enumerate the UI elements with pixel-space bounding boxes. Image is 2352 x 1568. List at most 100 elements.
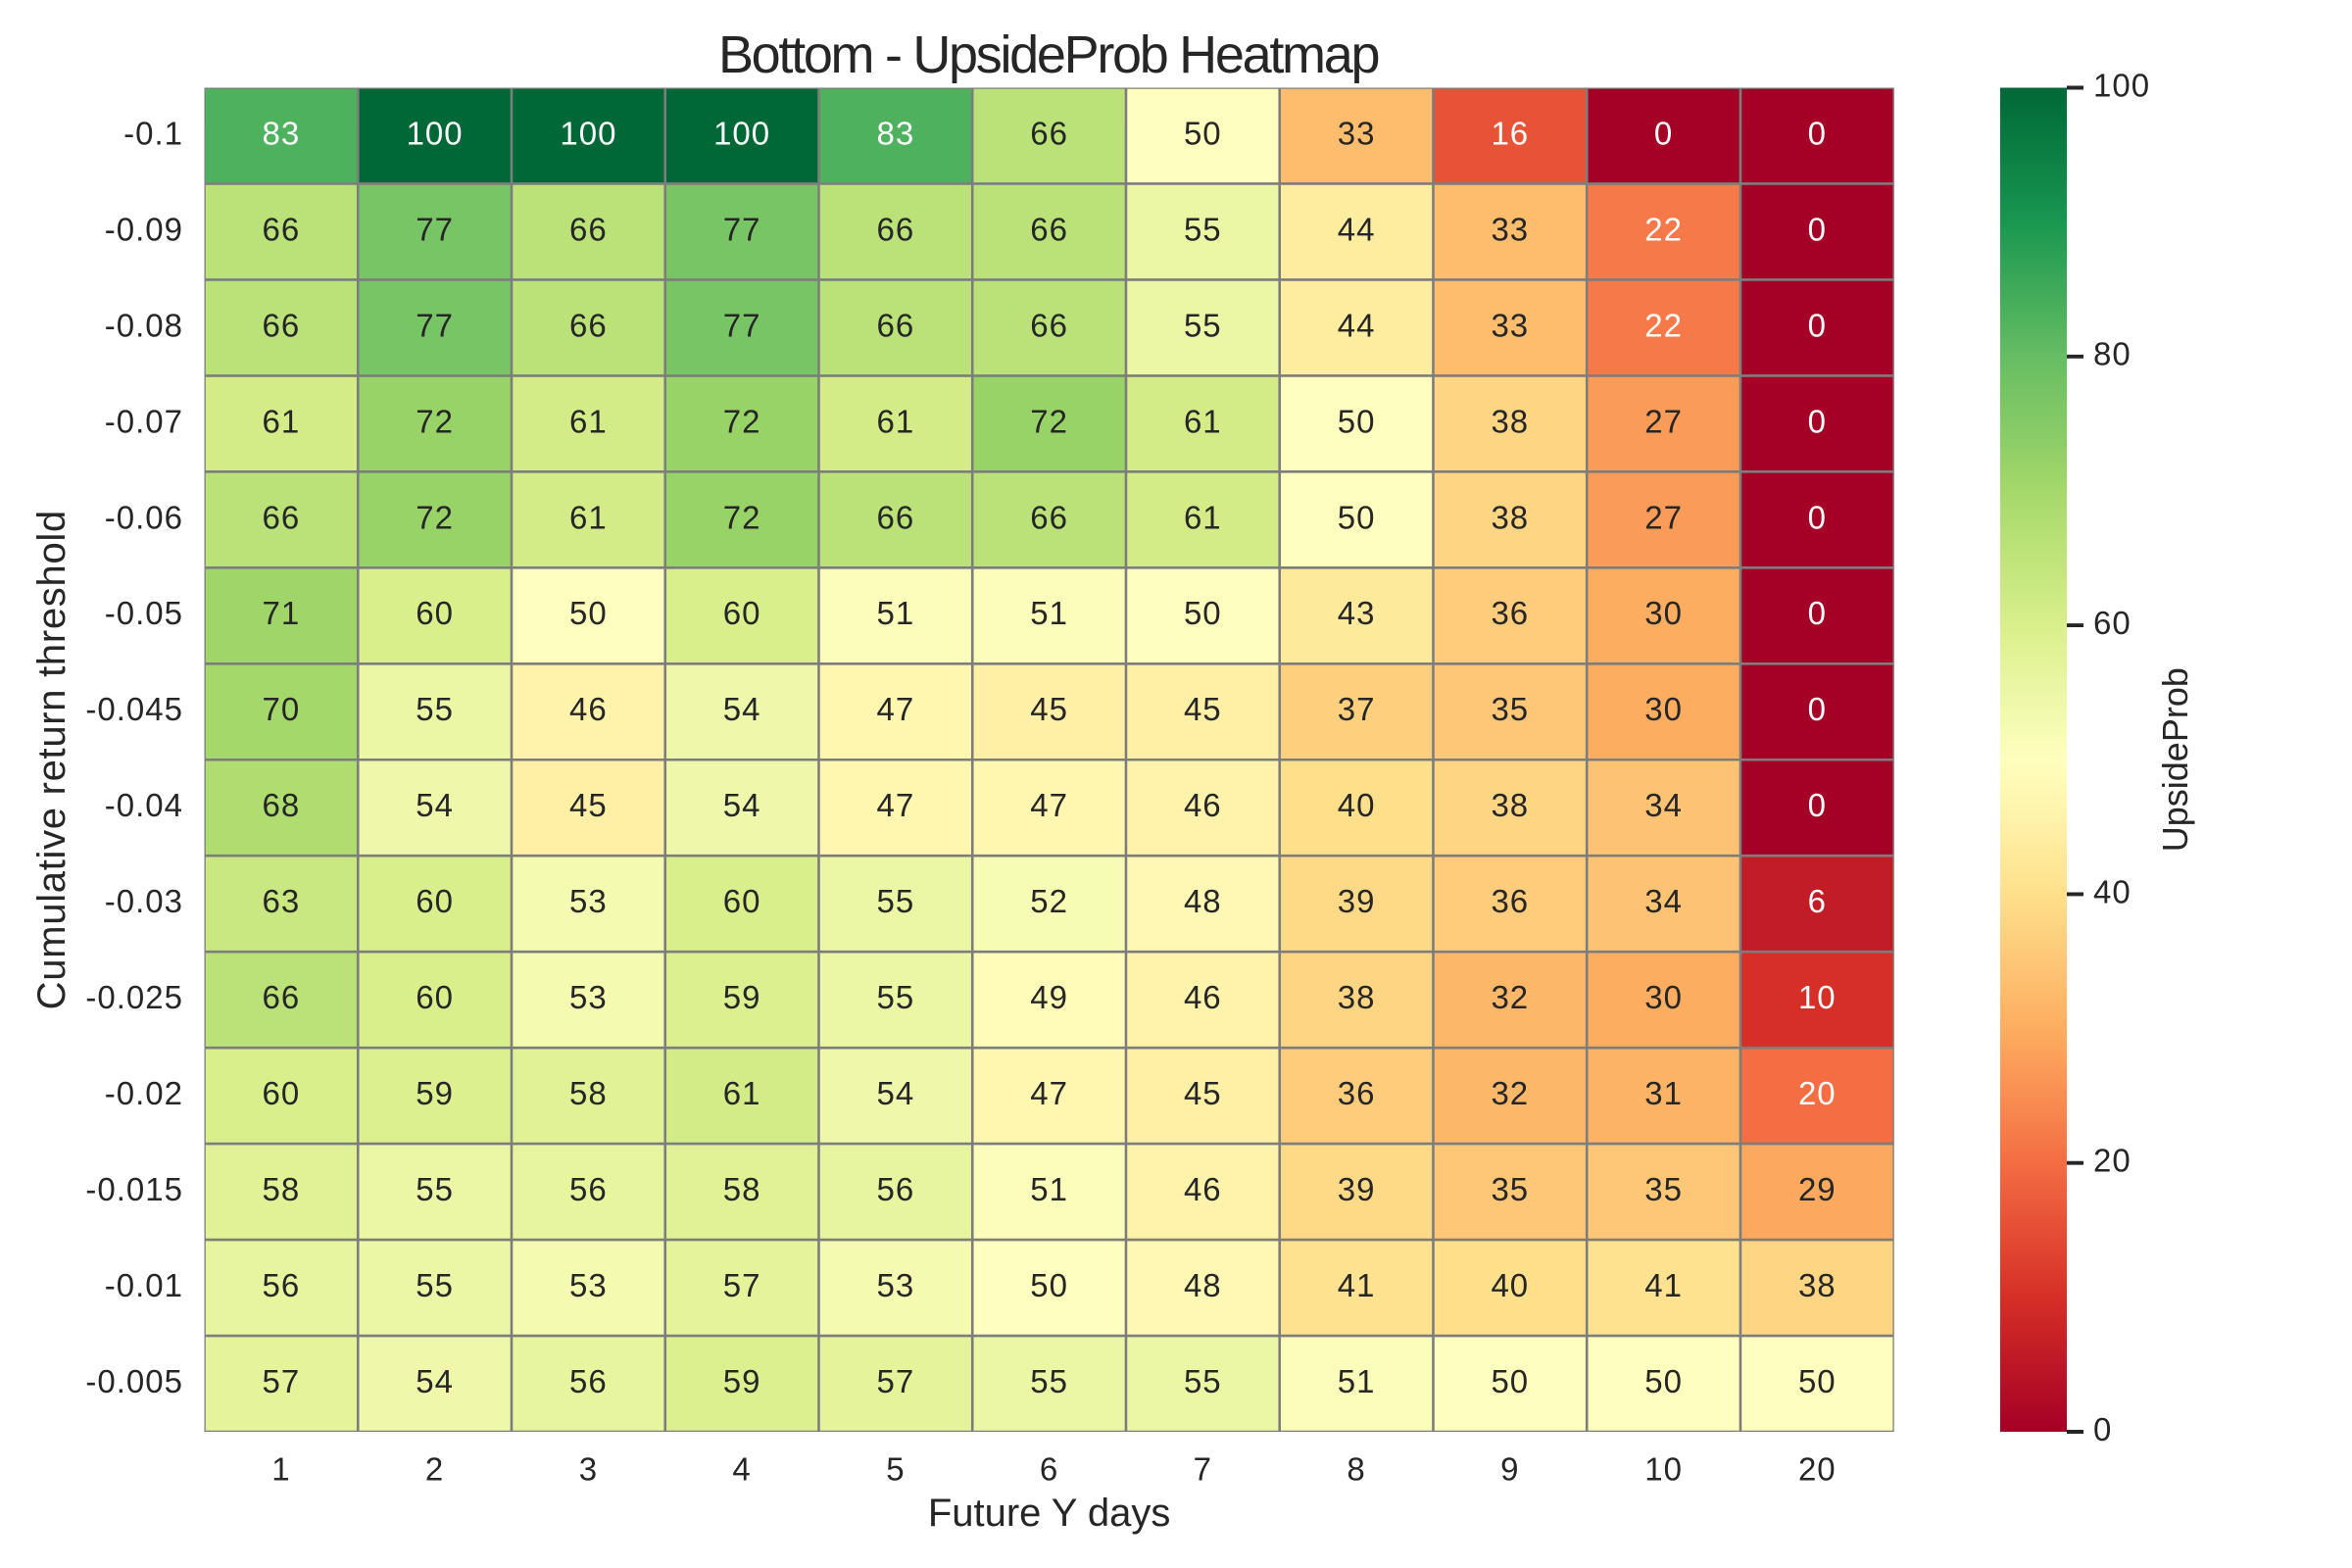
svg-text:68: 68 bbox=[263, 787, 301, 823]
svg-text:2: 2 bbox=[425, 1451, 444, 1488]
svg-text:51: 51 bbox=[877, 595, 915, 631]
svg-text:53: 53 bbox=[569, 883, 608, 919]
svg-text:22: 22 bbox=[1644, 211, 1683, 247]
svg-text:55: 55 bbox=[1184, 211, 1222, 247]
svg-text:77: 77 bbox=[416, 211, 454, 247]
svg-text:61: 61 bbox=[569, 499, 608, 535]
svg-text:45: 45 bbox=[1184, 691, 1222, 727]
svg-text:7: 7 bbox=[1194, 1451, 1212, 1488]
svg-text:60: 60 bbox=[416, 595, 454, 631]
svg-text:35: 35 bbox=[1491, 691, 1529, 727]
svg-text:36: 36 bbox=[1338, 1075, 1376, 1111]
svg-text:36: 36 bbox=[1491, 883, 1529, 919]
svg-text:55: 55 bbox=[416, 1267, 454, 1303]
svg-text:30: 30 bbox=[1644, 691, 1683, 727]
svg-text:61: 61 bbox=[723, 1075, 761, 1111]
svg-text:-0.045: -0.045 bbox=[85, 691, 183, 727]
svg-text:55: 55 bbox=[877, 883, 915, 919]
svg-text:-0.005: -0.005 bbox=[85, 1363, 183, 1399]
svg-text:63: 63 bbox=[263, 883, 301, 919]
svg-text:83: 83 bbox=[877, 115, 915, 151]
svg-text:57: 57 bbox=[877, 1363, 915, 1399]
svg-text:66: 66 bbox=[569, 211, 608, 247]
svg-text:72: 72 bbox=[416, 499, 454, 535]
svg-text:83: 83 bbox=[263, 115, 301, 151]
svg-text:60: 60 bbox=[416, 883, 454, 919]
svg-text:66: 66 bbox=[877, 307, 915, 343]
svg-text:55: 55 bbox=[1184, 1363, 1222, 1399]
svg-text:1: 1 bbox=[271, 1451, 290, 1488]
svg-text:6: 6 bbox=[1040, 1451, 1058, 1488]
svg-text:100: 100 bbox=[407, 115, 464, 151]
svg-text:48: 48 bbox=[1184, 883, 1222, 919]
svg-text:32: 32 bbox=[1491, 979, 1529, 1015]
svg-text:56: 56 bbox=[263, 1267, 301, 1303]
svg-text:35: 35 bbox=[1644, 1171, 1683, 1207]
svg-text:29: 29 bbox=[1798, 1171, 1837, 1207]
svg-text:38: 38 bbox=[1491, 499, 1529, 535]
svg-text:51: 51 bbox=[1030, 1171, 1068, 1207]
svg-text:61: 61 bbox=[1184, 499, 1222, 535]
svg-text:46: 46 bbox=[1184, 979, 1222, 1015]
svg-text:50: 50 bbox=[569, 595, 608, 631]
svg-text:39: 39 bbox=[1338, 883, 1376, 919]
svg-text:45: 45 bbox=[1030, 691, 1068, 727]
svg-text:50: 50 bbox=[1338, 499, 1376, 535]
svg-text:0: 0 bbox=[1808, 691, 1827, 727]
svg-text:Future Y days: Future Y days bbox=[928, 1492, 1171, 1535]
svg-text:30: 30 bbox=[1644, 979, 1683, 1015]
svg-text:72: 72 bbox=[1030, 403, 1068, 439]
svg-text:45: 45 bbox=[569, 787, 608, 823]
svg-text:33: 33 bbox=[1491, 307, 1529, 343]
svg-text:72: 72 bbox=[723, 403, 761, 439]
svg-text:50: 50 bbox=[1644, 1363, 1683, 1399]
svg-text:UpsideProb: UpsideProb bbox=[2155, 667, 2195, 852]
svg-text:-0.01: -0.01 bbox=[105, 1267, 183, 1303]
svg-text:0: 0 bbox=[1808, 499, 1827, 535]
svg-text:-0.02: -0.02 bbox=[105, 1075, 183, 1111]
svg-text:60: 60 bbox=[723, 883, 761, 919]
svg-text:5: 5 bbox=[886, 1451, 905, 1488]
svg-text:38: 38 bbox=[1491, 787, 1529, 823]
svg-text:46: 46 bbox=[1184, 1171, 1222, 1207]
svg-text:38: 38 bbox=[1798, 1267, 1837, 1303]
svg-text:77: 77 bbox=[416, 307, 454, 343]
svg-text:51: 51 bbox=[1030, 595, 1068, 631]
svg-text:50: 50 bbox=[1184, 115, 1222, 151]
svg-text:27: 27 bbox=[1644, 499, 1683, 535]
svg-text:66: 66 bbox=[569, 307, 608, 343]
svg-text:38: 38 bbox=[1491, 403, 1529, 439]
svg-text:52: 52 bbox=[1030, 883, 1068, 919]
svg-text:46: 46 bbox=[569, 691, 608, 727]
svg-text:0: 0 bbox=[1808, 787, 1827, 823]
svg-text:50: 50 bbox=[1030, 1267, 1068, 1303]
svg-text:80: 80 bbox=[2093, 336, 2132, 372]
svg-text:71: 71 bbox=[263, 595, 301, 631]
svg-text:66: 66 bbox=[877, 499, 915, 535]
svg-text:66: 66 bbox=[1030, 307, 1068, 343]
svg-text:-0.09: -0.09 bbox=[105, 211, 183, 247]
svg-text:20: 20 bbox=[2093, 1143, 2132, 1179]
svg-text:40: 40 bbox=[1491, 1267, 1529, 1303]
svg-text:0: 0 bbox=[2093, 1411, 2112, 1447]
svg-text:41: 41 bbox=[1338, 1267, 1376, 1303]
svg-text:43: 43 bbox=[1338, 595, 1376, 631]
svg-text:32: 32 bbox=[1491, 1075, 1529, 1111]
svg-text:58: 58 bbox=[723, 1171, 761, 1207]
svg-text:59: 59 bbox=[723, 979, 761, 1015]
svg-text:56: 56 bbox=[569, 1171, 608, 1207]
svg-text:10: 10 bbox=[1798, 979, 1837, 1015]
svg-text:55: 55 bbox=[416, 1171, 454, 1207]
svg-text:60: 60 bbox=[2093, 605, 2132, 641]
svg-text:60: 60 bbox=[723, 595, 761, 631]
svg-text:-0.025: -0.025 bbox=[85, 979, 183, 1015]
svg-text:3: 3 bbox=[579, 1451, 598, 1488]
svg-text:0: 0 bbox=[1808, 211, 1827, 247]
svg-text:59: 59 bbox=[416, 1075, 454, 1111]
svg-text:-0.08: -0.08 bbox=[105, 307, 183, 343]
svg-text:4: 4 bbox=[732, 1451, 751, 1488]
svg-text:Bottom - UpsideProb Heatmap: Bottom - UpsideProb Heatmap bbox=[718, 25, 1378, 84]
svg-text:56: 56 bbox=[569, 1363, 608, 1399]
svg-text:41: 41 bbox=[1644, 1267, 1683, 1303]
svg-text:38: 38 bbox=[1338, 979, 1376, 1015]
